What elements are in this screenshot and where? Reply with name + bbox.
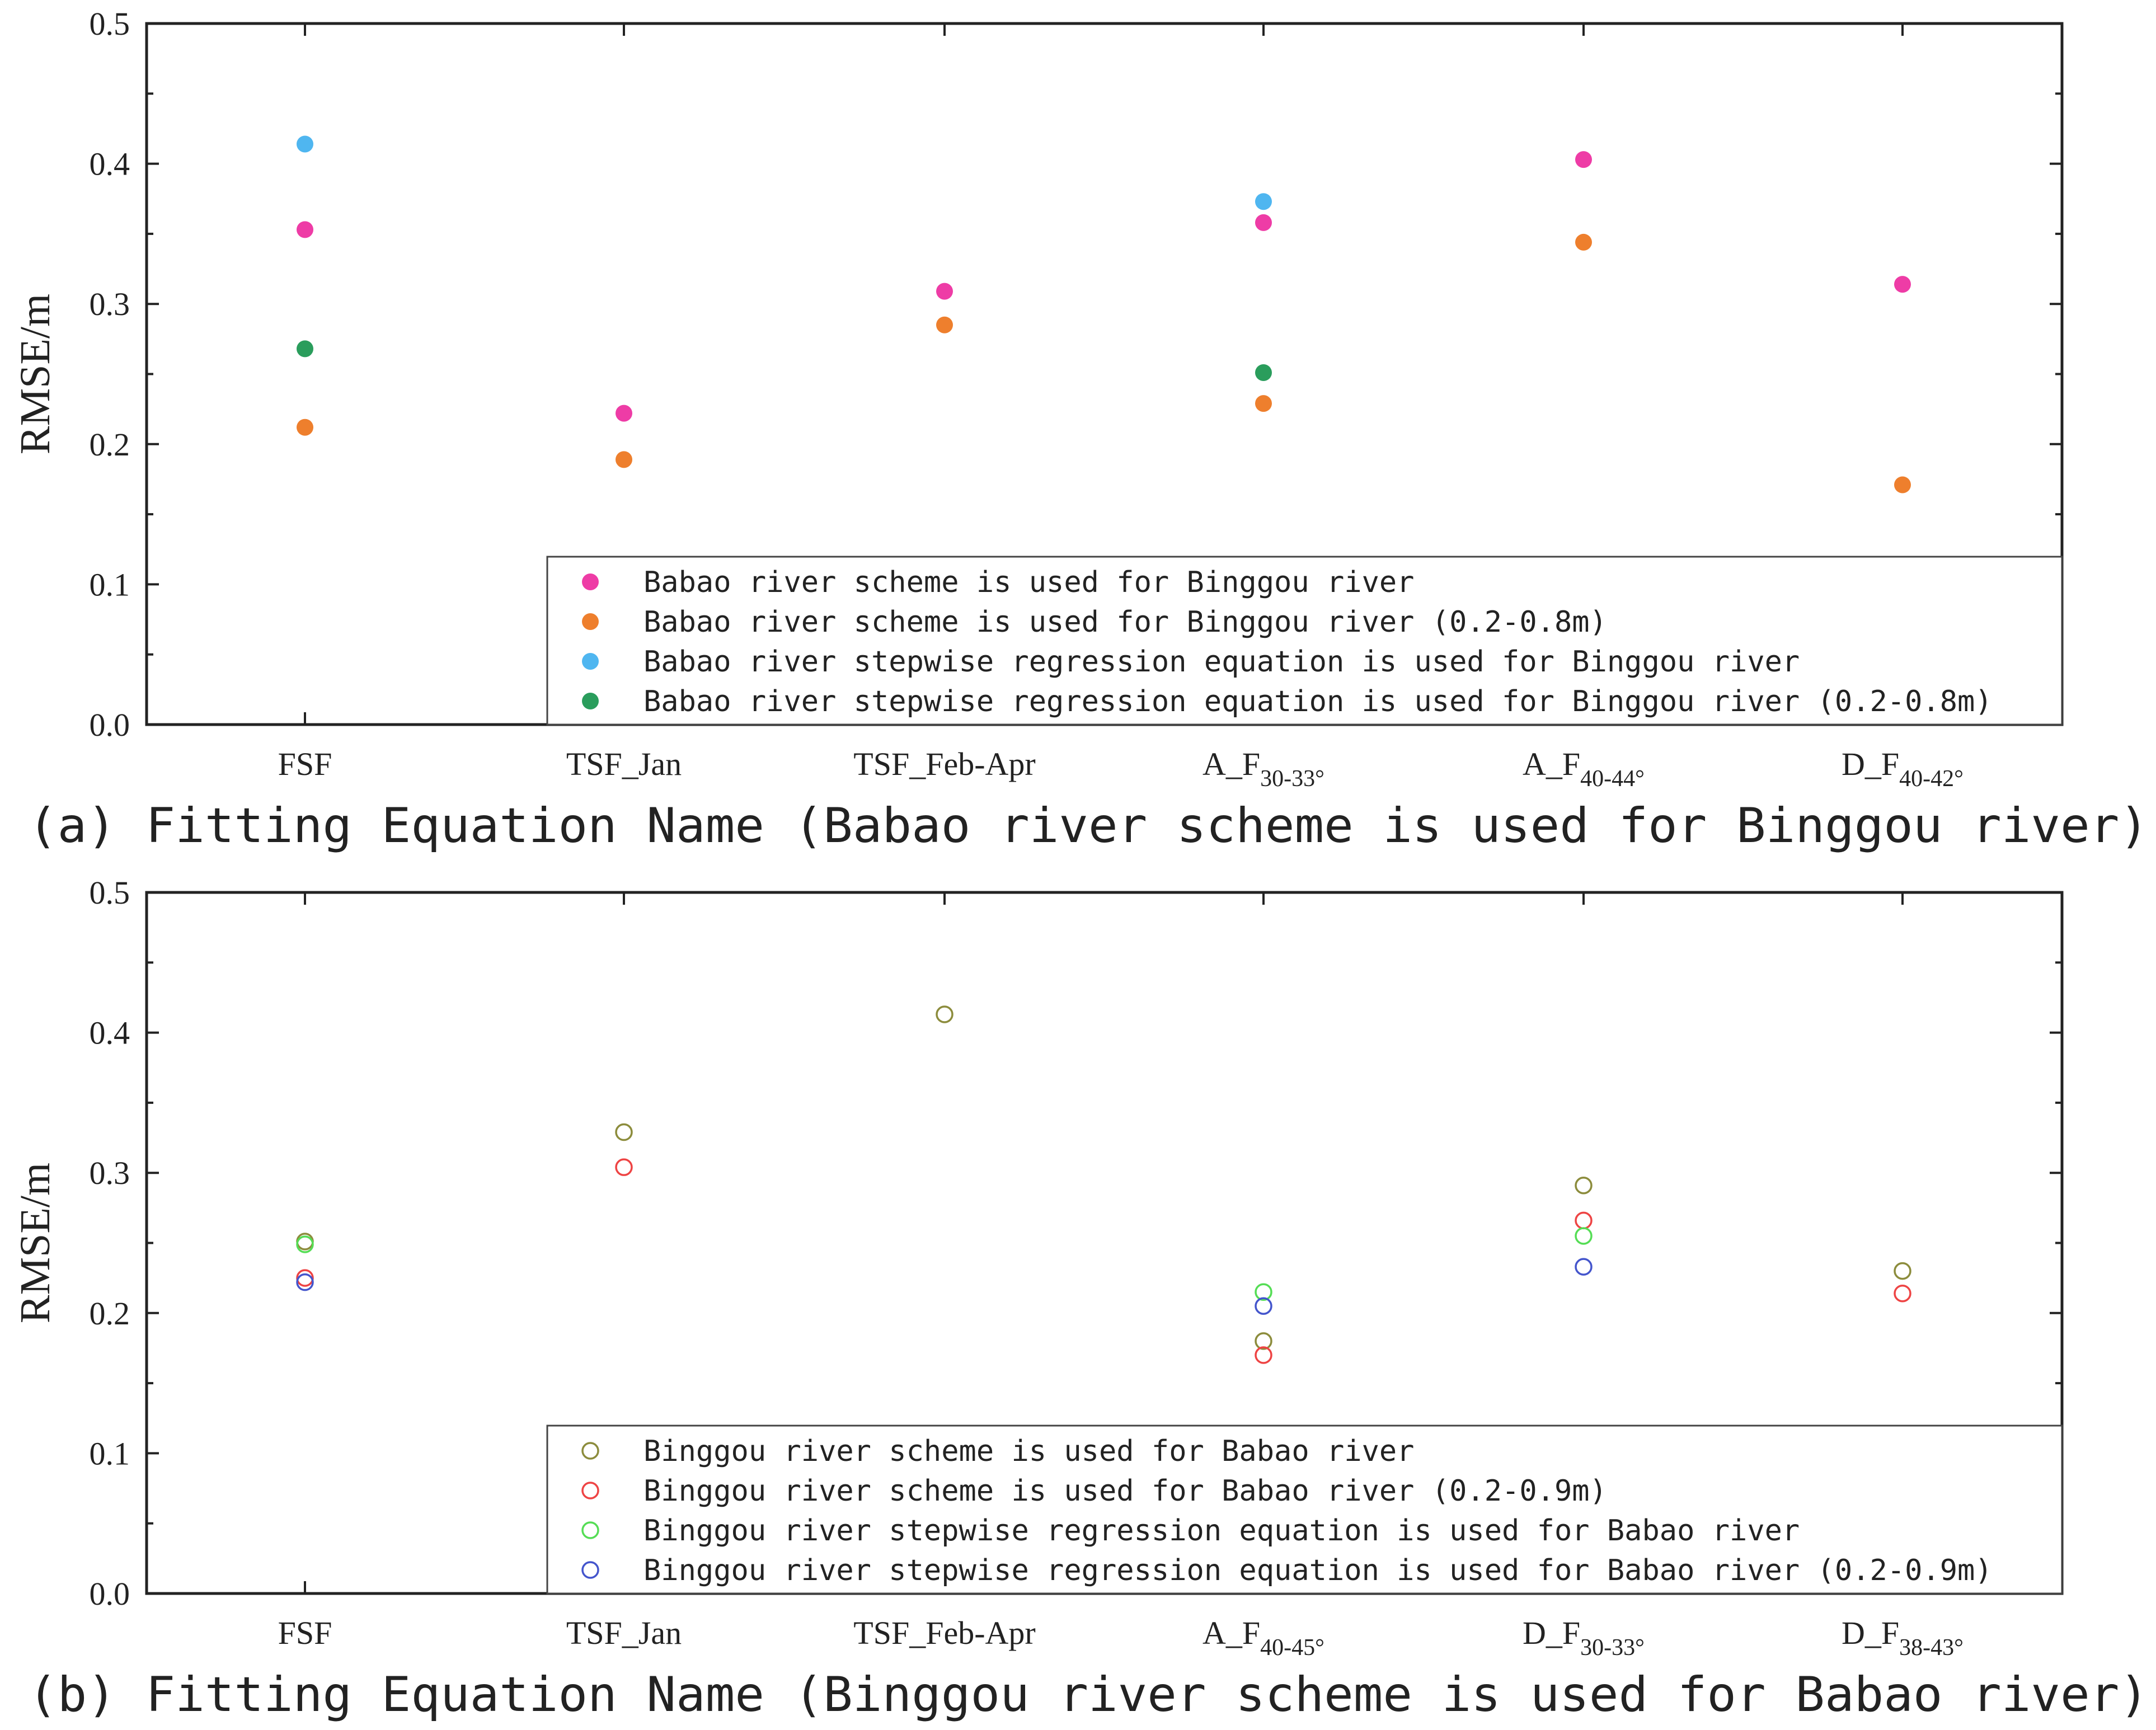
- x-tick-label: TSF_Feb-Apr: [853, 746, 1035, 782]
- y-tick-label: 0.0: [90, 1576, 130, 1612]
- data-point-series-4: [296, 1273, 314, 1291]
- legend-marker: [581, 1521, 599, 1539]
- data-point-series-2: [1575, 233, 1592, 251]
- legend-marker: [582, 573, 599, 590]
- legend-label: Babao river stepwise regression equation…: [643, 645, 1800, 679]
- legend-marker: [582, 613, 599, 630]
- data-point-series-1: [936, 1005, 953, 1023]
- legend-marker: [582, 693, 599, 709]
- data-point-series-1: [1575, 1177, 1593, 1195]
- y-tick-label: 0.5: [90, 875, 130, 911]
- legend-marker: [581, 1561, 599, 1579]
- data-point-series-2: [297, 419, 313, 436]
- legend-marker: [581, 1482, 599, 1499]
- legend-label: Binggou river stepwise regression equati…: [643, 1554, 1993, 1587]
- legend-label: Babao river scheme is used for Binggou r…: [643, 566, 1415, 599]
- legend-label: Binggou river scheme is used for Babao r…: [643, 1474, 1607, 1508]
- data-point-series-3: [297, 135, 313, 153]
- data-point-series-2: [615, 1158, 633, 1176]
- legend: Babao river scheme is used for Binggou r…: [546, 556, 2063, 726]
- data-point-series-3: [1255, 1283, 1272, 1301]
- data-point-series-3: [1575, 1227, 1593, 1245]
- chart-panel-b: 0.0 0.1 0.2 0.3 0.4 0.5 FSF TSF_Jan TSF_Feb-Apr A…: [12, 875, 2149, 1723]
- x-tick-label: A_F40-44°: [1523, 746, 1645, 792]
- data-point-series-2: [936, 316, 953, 333]
- data-point-series-4: [1255, 364, 1272, 381]
- x-tick-label: FSF: [278, 746, 332, 782]
- x-tick-label: D_F38-43°: [1842, 1615, 1964, 1661]
- x-tick-label: D_F40-42°: [1842, 746, 1964, 792]
- data-point-series-4: [297, 340, 313, 358]
- y-tick-label: 0.3: [90, 1155, 130, 1191]
- data-point-series-2: [1255, 395, 1272, 412]
- x-tick-label: TSF_Jan: [566, 1615, 682, 1651]
- legend-label: Babao river scheme is used for Binggou r…: [643, 605, 1607, 639]
- data-point-series-1: [1894, 1262, 1911, 1280]
- x-tick-label: A_F40-45°: [1203, 1615, 1324, 1661]
- x-tick-label: FSF: [278, 1615, 332, 1651]
- y-tick-label: 0.2: [90, 426, 130, 463]
- data-point-series-1: [1894, 276, 1911, 293]
- legend-box: [546, 556, 2063, 726]
- legend: Binggou river scheme is used for Babao r…: [546, 1425, 2063, 1595]
- x-tick-label: TSF_Feb-Apr: [853, 1615, 1035, 1651]
- y-tick-label: 0.0: [90, 707, 130, 743]
- panel-caption: (a) Fitting Equation Name (Babao river s…: [28, 798, 2149, 854]
- data-point-series-2: [1894, 1284, 1911, 1303]
- data-point-series-1: [936, 283, 953, 300]
- data-point-series-2: [1255, 1346, 1272, 1364]
- legend-marker: [581, 1442, 599, 1460]
- data-point-series-2: [1575, 1211, 1593, 1230]
- y-tick-label: 0.1: [90, 1435, 130, 1472]
- data-point-series-1: [297, 221, 313, 238]
- y-tick-label: 0.2: [90, 1295, 130, 1332]
- data-point-series-2: [296, 1269, 314, 1287]
- data-point-series-3: [1255, 193, 1272, 210]
- data-point-series-4: [1255, 1297, 1272, 1315]
- data-point-series-2: [616, 451, 632, 468]
- data-point-series-1: [1255, 214, 1272, 231]
- x-tick-label: TSF_Jan: [566, 746, 682, 782]
- data-point-series-1: [615, 1123, 633, 1141]
- legend-label: Binggou river stepwise regression equati…: [643, 1514, 1800, 1548]
- data-point-series-1: [1255, 1332, 1272, 1350]
- data-point-series-3: [296, 1235, 314, 1253]
- y-tick-label: 0.1: [90, 566, 130, 603]
- legend-label: Binggou river scheme is used for Babao r…: [643, 1435, 1415, 1468]
- panel-caption: (b) Fitting Equation Name (Binggou river…: [28, 1667, 2149, 1723]
- data-point-series-1: [616, 405, 632, 422]
- y-tick-label: 0.5: [90, 6, 130, 42]
- y-tick-label: 0.3: [90, 286, 130, 322]
- data-point-series-4: [1575, 1258, 1593, 1276]
- y-axis-title: RMSE/m: [12, 294, 59, 454]
- data-point-series-2: [1894, 476, 1911, 493]
- data-point-series-1: [1575, 151, 1592, 168]
- y-tick-label: 0.4: [90, 146, 130, 182]
- legend-label: Babao river stepwise regression equation…: [643, 685, 1993, 718]
- chart-panel-a: 0.0 0.1 0.2 0.3 0.4 0.5 FSF TSF_Jan TSF_Feb-Apr A…: [12, 6, 2149, 854]
- legend-box: [546, 1425, 2063, 1595]
- y-tick-label: 0.4: [90, 1015, 130, 1051]
- x-tick-label: A_F30-33°: [1203, 746, 1324, 792]
- y-axis-title: RMSE/m: [12, 1163, 59, 1323]
- legend-marker: [582, 653, 599, 670]
- x-tick-label: D_F30-33°: [1523, 1615, 1645, 1661]
